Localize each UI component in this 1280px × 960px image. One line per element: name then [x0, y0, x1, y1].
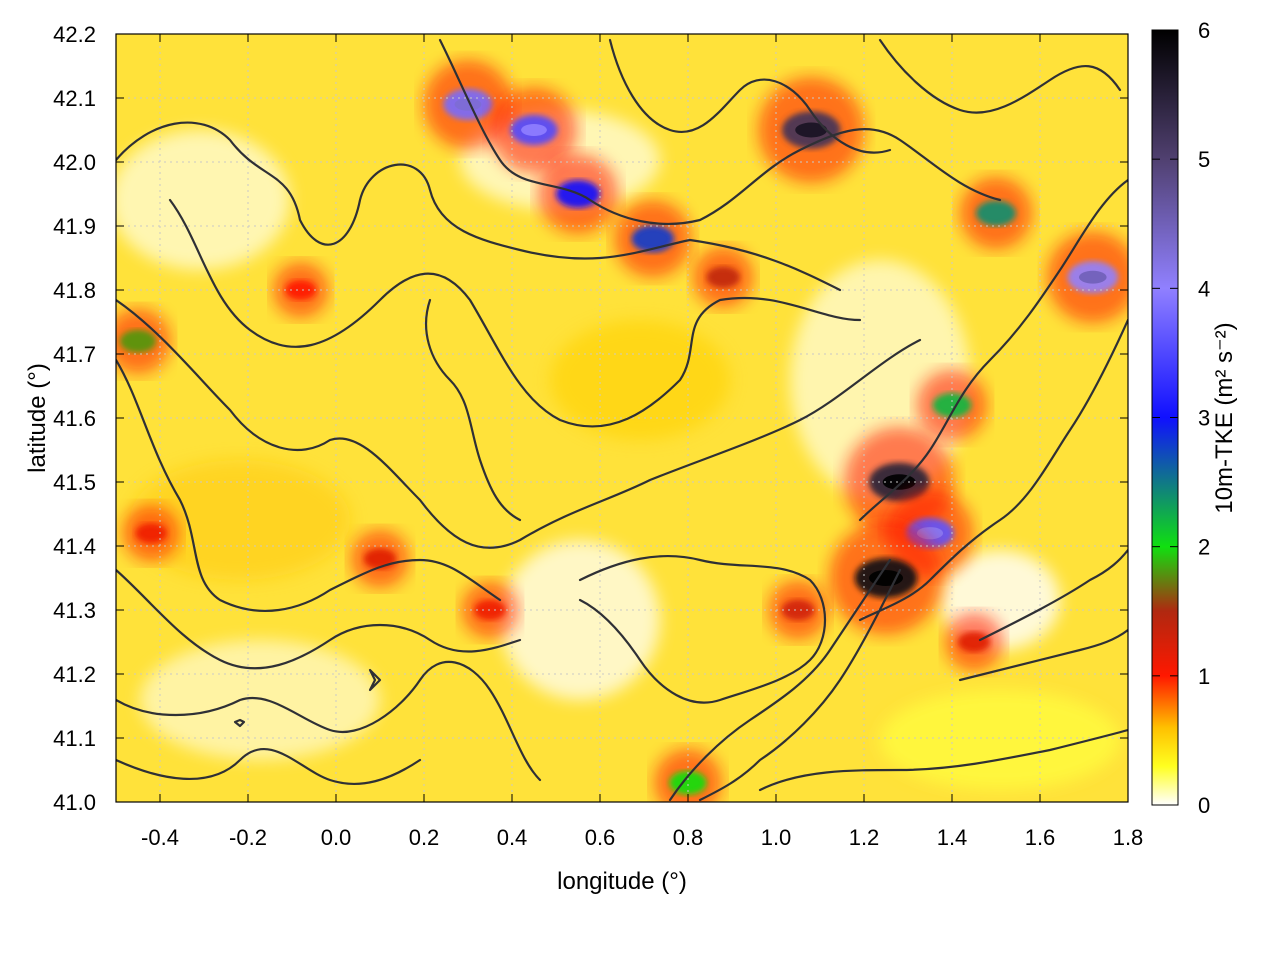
- x-tick-label: 1.8: [1113, 825, 1144, 850]
- y-tick-label: 41.6: [53, 406, 96, 431]
- x-tick-label: -0.2: [229, 825, 267, 850]
- tke-hotspot-core: [1079, 270, 1107, 284]
- contour-line: [578, 554, 827, 704]
- y-tick-label: 41.0: [53, 790, 96, 815]
- contour-line: [958, 628, 1128, 682]
- y-tick-label: 41.5: [53, 470, 96, 495]
- contour-line: [608, 38, 892, 154]
- y-tick-label: 41.9: [53, 214, 96, 239]
- contour-line: [116, 298, 922, 549]
- y-tick-label: 42.0: [53, 150, 96, 175]
- x-tick-label: 1.6: [1025, 825, 1056, 850]
- y-tick-label: 41.3: [53, 598, 96, 623]
- colorbar-tick-label: 5: [1198, 147, 1210, 172]
- contour-line: [233, 718, 246, 728]
- x-tick-label: 1.2: [849, 825, 880, 850]
- contour-line: [116, 660, 542, 782]
- tke-hotspot: [119, 329, 157, 353]
- colorbar-tick-label: 1: [1198, 664, 1210, 689]
- tke-hotspot: [781, 599, 815, 621]
- contour-line: [858, 178, 1128, 522]
- x-axis-title: longitude (°): [557, 868, 687, 895]
- colorbar-tick-label: 6: [1198, 18, 1210, 43]
- colorbar-tick-label: 0: [1198, 793, 1210, 818]
- contour-line: [116, 358, 502, 612]
- colorbar-ticks: 0 1 2 3 4 5 6: [1152, 18, 1210, 818]
- tke-hotspot-core: [795, 122, 828, 138]
- x-tick-label: 1.4: [937, 825, 968, 850]
- y-tick-label: 41.1: [53, 726, 96, 751]
- x-axis: -0.4 -0.2 0.0 0.2 0.4 0.6 0.8 1.0 1.2 1.4 1.6 1.8: [141, 34, 1143, 850]
- contour-line: [698, 568, 902, 802]
- x-tick-label: 0.4: [497, 825, 528, 850]
- colorbar: 0 1 2 3 4 5 6 10m-TKE (m² s⁻²): [1151, 18, 1238, 818]
- contour-line: [425, 298, 522, 522]
- y-axis: 41.0 41.1 41.2 41.3 41.4 41.5 41.6 41.7 41.8 41.9…: [53, 22, 1128, 815]
- contour-line: [116, 568, 522, 670]
- contour-line: [758, 728, 1128, 792]
- contour-line: [858, 318, 1128, 622]
- contour-line: [438, 38, 1002, 226]
- x-tick-label: 0.6: [585, 825, 616, 850]
- contour-line: [168, 198, 862, 428]
- y-tick-label: 42.2: [53, 22, 96, 47]
- contour-line: [368, 668, 382, 692]
- contour-line: [978, 548, 1128, 642]
- colorbar-title: 10m-TKE (m² s⁻²): [1211, 322, 1238, 513]
- tke-hotspot: [285, 280, 317, 300]
- x-tick-label: 0.2: [409, 825, 440, 850]
- y-tick-label: 41.8: [53, 278, 96, 303]
- tke-hotspot: [957, 631, 991, 653]
- tke-hotspot: [975, 200, 1017, 226]
- colorbar-tick-label: 3: [1198, 406, 1210, 431]
- y-tick-label: 41.2: [53, 662, 96, 687]
- contour-line: [878, 38, 1122, 114]
- colorbar-tick-label: 4: [1198, 276, 1210, 301]
- y-axis-title: latitude (°): [24, 363, 51, 473]
- elevation-contours: [116, 38, 1128, 802]
- y-tick-label: 41.4: [53, 534, 96, 559]
- tke-hotspot: [932, 392, 972, 418]
- tke-hotspot: [135, 523, 167, 544]
- y-tick-label: 41.7: [53, 342, 96, 367]
- tke-hotspot: [706, 266, 740, 288]
- colorbar-tick-label: 2: [1198, 535, 1210, 560]
- tke-hotspot-core: [454, 98, 482, 111]
- x-tick-label: 0.8: [673, 825, 704, 850]
- x-tick-label: -0.4: [141, 825, 179, 850]
- contour-line: [668, 558, 892, 802]
- x-tick-label: 0.0: [321, 825, 352, 850]
- tke-hotspot-core: [521, 123, 547, 137]
- y-tick-label: 42.1: [53, 86, 96, 111]
- x-tick-label: 1.0: [761, 825, 792, 850]
- contour-line: [116, 747, 422, 785]
- contour-line: [116, 121, 842, 292]
- tke-hotspot-core: [882, 474, 916, 490]
- hotspot-layer: [116, 59, 1128, 802]
